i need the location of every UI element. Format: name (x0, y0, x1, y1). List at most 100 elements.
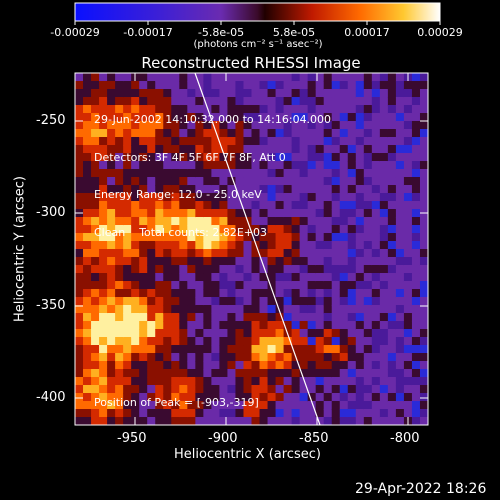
image-pixel (179, 233, 188, 242)
image-pixel (83, 105, 92, 114)
image-pixel (75, 369, 84, 378)
image-pixel (163, 361, 172, 370)
image-pixel (395, 97, 405, 106)
image-pixel (179, 169, 188, 178)
image-pixel (267, 369, 277, 378)
image-pixel (275, 145, 285, 154)
image-pixel (99, 417, 108, 425)
image-pixel (355, 257, 365, 266)
image-pixel (187, 217, 196, 226)
image-pixel (187, 169, 196, 178)
image-pixel (75, 297, 84, 306)
image-pixel (187, 81, 196, 90)
image-pixel (195, 305, 204, 314)
image-pixel (403, 393, 413, 402)
image-pixel (243, 185, 253, 194)
image-pixel (307, 97, 317, 106)
image-pixel (91, 89, 100, 98)
image-pixel (275, 265, 285, 274)
image-pixel (171, 105, 180, 114)
image-pixel (203, 97, 212, 106)
image-pixel (235, 81, 245, 90)
image-pixel (299, 281, 309, 290)
solar-limb-line (194, 72, 321, 426)
image-pixel (267, 169, 277, 178)
image-pixel (179, 297, 188, 306)
image-pixel (315, 289, 325, 298)
image-pixel (227, 193, 237, 202)
image-pixel (107, 273, 116, 282)
image-pixel (123, 129, 132, 138)
image-pixel (147, 385, 156, 394)
image-pixel (411, 217, 421, 226)
image-pixel (195, 393, 204, 402)
image-pixel (243, 97, 253, 106)
image-pixel (235, 353, 245, 362)
image-pixel (307, 281, 317, 290)
image-pixel (419, 241, 428, 250)
image-pixel (315, 345, 325, 354)
image-pixel (83, 169, 92, 178)
image-pixel (171, 145, 180, 154)
image-pixel (347, 281, 357, 290)
image-pixel (291, 345, 301, 354)
image-pixel (275, 113, 285, 122)
image-pixel (307, 209, 317, 218)
image-pixel (323, 313, 333, 322)
image-pixel (203, 201, 212, 210)
image-pixel (123, 393, 132, 402)
image-pixel (371, 345, 381, 354)
image-pixel (123, 89, 132, 98)
image-pixel (419, 369, 428, 378)
image-pixel (419, 297, 428, 306)
image-pixel (155, 81, 164, 90)
image-pixel (323, 145, 333, 154)
image-pixel (139, 129, 148, 138)
image-pixel (163, 297, 172, 306)
image-pixel (251, 153, 261, 162)
image-pixel (211, 409, 221, 418)
image-pixel (131, 369, 140, 378)
image-pixel (195, 361, 204, 370)
image-pixel (163, 289, 172, 298)
image-pixel (267, 321, 277, 330)
image-pixel (139, 193, 148, 202)
image-pixel (195, 329, 204, 338)
image-pixel (99, 233, 108, 242)
image-pixel (99, 361, 108, 370)
image-pixel (75, 217, 84, 226)
image-pixel (243, 201, 253, 210)
image-pixel (83, 225, 92, 234)
image-pixel (251, 233, 261, 242)
image-pixel (131, 177, 140, 186)
image-pixel (259, 377, 269, 386)
image-pixel (219, 161, 229, 170)
image-pixel (363, 145, 373, 154)
image-pixel (411, 153, 421, 162)
image-pixel (307, 81, 317, 90)
image-pixel (387, 353, 397, 362)
image-pixel (387, 161, 397, 170)
image-pixel (147, 241, 156, 250)
image-pixel (275, 313, 285, 322)
image-pixel (315, 233, 325, 242)
image-pixel (387, 169, 397, 178)
image-pixel (171, 233, 180, 242)
image-pixel (299, 361, 309, 370)
image-pixel (347, 345, 357, 354)
image-pixel (299, 313, 309, 322)
image-pixel (219, 353, 229, 362)
image-pixel (395, 169, 405, 178)
image-pixel (211, 145, 221, 154)
image-pixel (155, 129, 164, 138)
image-pixel (243, 177, 253, 186)
image-pixel (307, 161, 317, 170)
image-pixel (323, 97, 333, 106)
image-pixel (323, 369, 333, 378)
image-pixel (323, 137, 333, 146)
image-pixel (227, 337, 237, 346)
image-pixel (163, 249, 172, 258)
image-pixel (139, 201, 148, 210)
image-pixel (307, 337, 317, 346)
image-pixel (235, 105, 245, 114)
